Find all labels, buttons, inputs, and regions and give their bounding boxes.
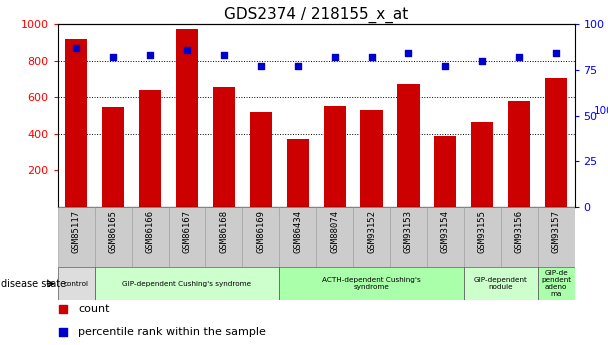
Bar — [353, 207, 390, 267]
Point — [330, 54, 339, 60]
Point — [182, 47, 192, 52]
Point — [404, 51, 413, 56]
Text: GIP-de
pendent
adeno
ma: GIP-de pendent adeno ma — [541, 270, 571, 297]
Text: disease state: disease state — [1, 279, 66, 289]
Point — [293, 63, 303, 69]
Text: GSM86168: GSM86168 — [219, 210, 229, 253]
Text: control: control — [64, 281, 89, 287]
Y-axis label: 100%: 100% — [594, 106, 608, 116]
Bar — [206, 207, 243, 267]
Bar — [279, 267, 464, 300]
Bar — [545, 78, 567, 207]
Text: GSM86167: GSM86167 — [182, 210, 192, 253]
Bar — [58, 267, 95, 300]
Bar — [243, 207, 279, 267]
Point — [514, 54, 524, 60]
Bar — [58, 207, 95, 267]
Point — [477, 58, 487, 63]
Text: GSM93152: GSM93152 — [367, 210, 376, 253]
Bar — [95, 207, 131, 267]
Point — [358, 227, 368, 232]
Point — [71, 45, 81, 51]
Text: GSM86166: GSM86166 — [145, 210, 154, 253]
Text: count: count — [78, 304, 110, 314]
Point — [108, 54, 118, 60]
Point — [440, 63, 450, 69]
Bar — [250, 112, 272, 207]
Bar — [139, 90, 161, 207]
Text: GSM86165: GSM86165 — [109, 210, 117, 253]
Text: GSM93155: GSM93155 — [478, 210, 487, 253]
Text: GSM93157: GSM93157 — [551, 210, 561, 253]
Bar — [537, 267, 575, 300]
Bar — [323, 106, 346, 207]
Text: percentile rank within the sample: percentile rank within the sample — [78, 327, 266, 337]
Bar — [176, 29, 198, 207]
Bar — [286, 139, 309, 207]
Bar — [464, 267, 537, 300]
Point — [219, 52, 229, 58]
Text: GSM85117: GSM85117 — [72, 210, 81, 253]
Bar — [102, 107, 124, 207]
Point — [145, 52, 155, 58]
Title: GDS2374 / 218155_x_at: GDS2374 / 218155_x_at — [224, 7, 409, 23]
Bar — [427, 207, 464, 267]
Text: GSM86169: GSM86169 — [257, 210, 265, 253]
Point — [256, 63, 266, 69]
Bar — [95, 267, 279, 300]
Bar — [537, 207, 575, 267]
Bar — [398, 84, 420, 207]
Text: GSM88074: GSM88074 — [330, 210, 339, 253]
Text: GSM93154: GSM93154 — [441, 210, 450, 253]
Bar — [213, 87, 235, 207]
Bar — [65, 39, 88, 207]
Point — [358, 23, 368, 28]
Bar — [501, 207, 537, 267]
Point — [367, 54, 376, 60]
Bar — [279, 207, 316, 267]
Bar — [508, 101, 530, 207]
Bar — [390, 207, 427, 267]
Point — [551, 51, 561, 56]
Text: GSM93156: GSM93156 — [515, 210, 523, 253]
Text: GIP-dependent Cushing's syndrome: GIP-dependent Cushing's syndrome — [122, 281, 252, 287]
Bar — [464, 207, 501, 267]
Bar — [434, 136, 457, 207]
Bar — [471, 122, 493, 207]
Bar — [131, 207, 168, 267]
Text: GSM86434: GSM86434 — [293, 210, 302, 253]
Bar — [316, 207, 353, 267]
Text: GSM93153: GSM93153 — [404, 210, 413, 253]
Text: ACTH-dependent Cushing's
syndrome: ACTH-dependent Cushing's syndrome — [322, 277, 421, 290]
Text: GIP-dependent
nodule: GIP-dependent nodule — [474, 277, 528, 290]
Bar — [168, 207, 206, 267]
Bar — [361, 110, 382, 207]
